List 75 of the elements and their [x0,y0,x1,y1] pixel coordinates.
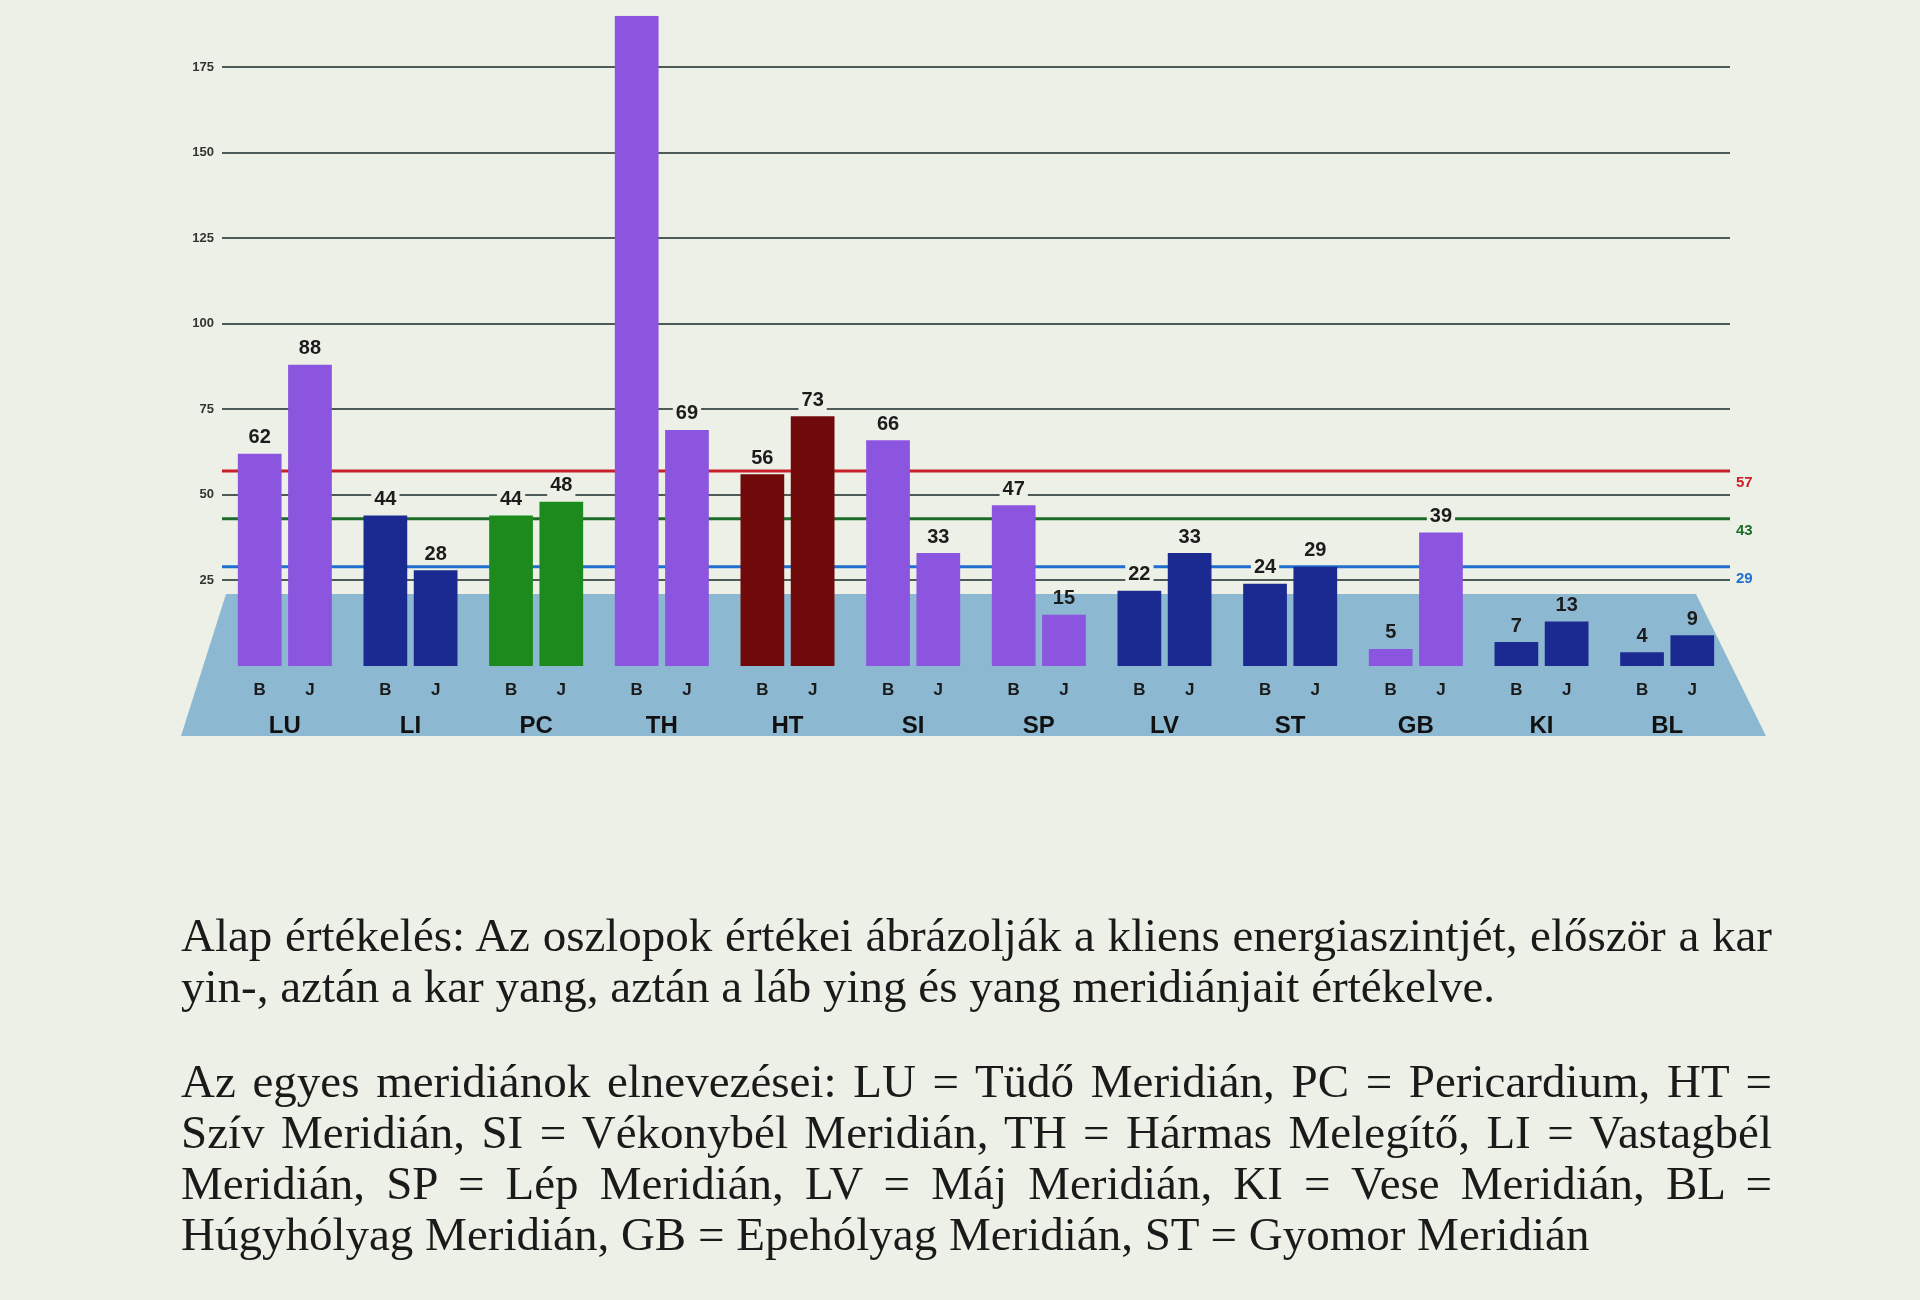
data-label: 69 [675,401,699,424]
data-label: 73 [801,387,824,410]
x-tick-label: HT [771,711,804,739]
bar [790,416,835,666]
data-label: 4 [1636,623,1649,646]
y-tick-label: 125 [192,229,214,245]
data-label: 47 [1002,476,1025,499]
y-tick-label: 50 [199,486,214,502]
text: B [1133,679,1146,699]
text: B [1510,679,1523,699]
y-tick-label: 25 [199,572,214,588]
text: Az egyes meridiánok elnevezései: LU = Tüdő Meridián, PC = Pericardium, HT = Szív Meridián, SI = Vékonybél Meridián, TH = Hármas Melegítő, LI = Vastagbél Meridián, SP = Lép Meridián, LV = Máj Meridián, KI = Vese Meridián, BL = Húgyhólyag Meridián, GB = Epehólyag Meridián, ST = Gyomor Meridián [181,1055,1772,1260]
bar [539,501,584,666]
y-tick-label: 150 [192,144,214,160]
text: J [682,679,692,699]
text: J [556,679,567,699]
y-tick-label: 75 [199,400,214,416]
text: J [1310,679,1321,699]
series-label: B [253,679,266,699]
data-label: 15 [1052,586,1076,609]
data-label: 13 [1555,593,1578,616]
x-tick-label: KI [1529,711,1554,739]
y-tick-label: 175 [192,58,214,74]
text: J [933,679,944,699]
data-label: 29 [1304,538,1327,561]
bar [740,474,785,666]
y-tick-label: 100 [192,315,214,331]
data-label: 44 [374,486,398,509]
data-label: 28 [424,541,447,564]
text: B [756,679,769,699]
text: B [1007,679,1020,699]
x-tick-label: LU [268,711,301,739]
text: J [1561,679,1572,699]
text: J [1184,679,1195,699]
x-tick-label: LV [1150,711,1179,739]
x-tick-label: ST [1274,711,1306,739]
text: J [430,679,441,699]
text: B [1635,679,1649,699]
text: B [1258,679,1272,699]
text: J [1436,679,1446,699]
text: J [1687,679,1698,699]
data-label: 22 [1128,562,1151,585]
ref-line-label: 29 [1736,568,1753,586]
data-label: 24 [1253,555,1278,578]
data-label: 62 [248,425,271,448]
ref-line-label: 57 [1736,473,1753,491]
data-label: 44 [499,486,524,509]
ref-line-label: 43 [1736,520,1753,538]
x-tick-label: SI [901,711,925,739]
text: J [807,679,818,699]
x-tick-label: BL [1651,711,1684,739]
data-label: 66 [876,411,900,434]
text: Alap értékelés: Az oszlopok értékei ábrázolják a kliens energiaszintjét, először a kar yin-, aztán a kar yang, aztán a láb ying és yang meridiánjait értékelve. [181,909,1772,1012]
x-tick-label: SP [1022,711,1055,739]
data-label: 33 [927,524,950,547]
data-label: 33 [1178,524,1201,547]
x-tick-label: PC [519,711,553,739]
text: B [504,679,518,699]
x-tick-label: GB [1397,711,1434,739]
series-label: J [305,679,315,699]
text: B [379,679,392,699]
data-label: 56 [751,445,774,468]
text: J [1059,679,1069,699]
text: B [1384,679,1397,699]
text: B [630,679,643,699]
x-tick-label: LI [399,711,422,739]
data-label: 9 [1686,606,1698,629]
x-tick-label: TH [645,711,678,739]
data-label: 5 [1385,620,1397,643]
data-label: 48 [550,473,573,496]
text: B [881,679,895,699]
data-label: 39 [1429,504,1453,527]
data-label: 88 [298,336,322,359]
data-label: 7 [1510,613,1522,636]
bar [489,515,533,666]
